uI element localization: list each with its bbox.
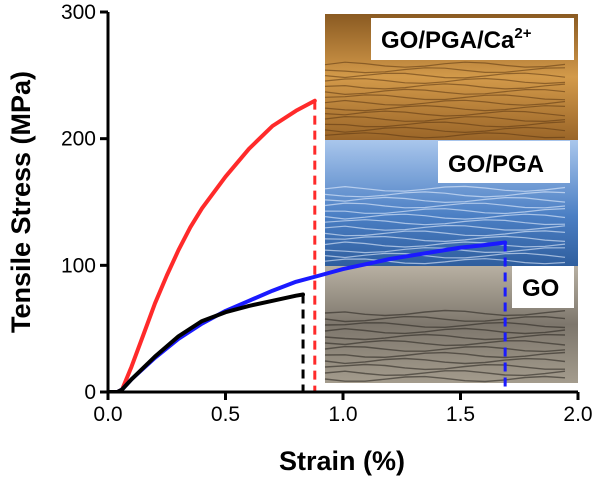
y-tick-label: 200 — [61, 128, 96, 151]
stripes-pga-layer — [324, 191, 566, 198]
stripes-pga-layer — [324, 219, 566, 226]
stripes-pga-layer — [324, 202, 566, 209]
inset-go-label: GO — [522, 275, 559, 302]
stripes-pga-layer — [324, 224, 566, 231]
stripes-ca-layer — [324, 99, 566, 106]
stripes-go-layer — [324, 363, 565, 371]
stripes-go-layer — [324, 370, 566, 377]
y-ticks: 0 100 200 300 — [61, 1, 108, 404]
stripes-pga-layer — [324, 241, 566, 248]
stripes-pga-layer — [324, 235, 566, 243]
inset-go-pga-ca-label-sup: 2+ — [514, 25, 531, 42]
stripes-ca-layer — [324, 115, 566, 123]
stripes-pga-layer — [324, 185, 566, 192]
stripes-pga-layer — [324, 213, 566, 220]
stripes-pga-layer — [324, 208, 566, 215]
stripes-go-layer — [324, 321, 566, 329]
stripes-go-layer — [324, 333, 566, 341]
inset-go-pga-ca-label-box — [371, 18, 574, 60]
stripes-go-layer — [324, 345, 566, 353]
stripes-pga-layer — [324, 258, 566, 265]
inset-go-pga-ca: GO/PGA/Ca2+ — [324, 14, 578, 140]
stripes-ca-layer — [324, 132, 566, 139]
series-line-go-pga-ca2 — [108, 98, 317, 392]
series-layer — [108, 98, 508, 392]
inset-go-pga: GO/PGA — [324, 140, 578, 266]
inset-images: GO/PGA/Ca2+ GO/PGA GO — [324, 14, 578, 383]
stripes-ca-layer — [324, 121, 566, 128]
y-tick-label: 0 — [84, 381, 96, 404]
x-ticks: 0.0 0.5 1.0 1.5 2.0 — [93, 392, 593, 426]
stripes-pga-layer — [324, 196, 566, 204]
stripes-go-layer — [324, 357, 566, 365]
fracture-lines — [301, 100, 507, 392]
x-tick-label: 1.5 — [446, 403, 475, 426]
x-tick-label: 0.5 — [211, 403, 240, 426]
y-axis-title: Tensile Stress (MPa) — [6, 71, 36, 333]
stripes-ca-layer — [324, 67, 566, 74]
series-line-go — [108, 292, 305, 392]
inset-go-label-box — [512, 266, 574, 308]
stripes-ca-layer — [324, 61, 566, 68]
stripes-ca-layer — [324, 88, 566, 96]
stripes-ca-layer — [324, 104, 566, 112]
y-tick-label: 300 — [61, 1, 96, 24]
y-tick-label: 100 — [61, 254, 96, 277]
stripes-ca-layer — [324, 77, 566, 85]
stripes-go-layer — [324, 315, 566, 323]
stripes-go-layer — [324, 327, 566, 335]
x-tick-label: 1.0 — [328, 403, 357, 426]
inset-go-pga-ca-label-main: GO/PGA/Ca — [381, 27, 515, 54]
stripes-go-layer — [324, 375, 566, 383]
stripes-ca-layer — [324, 94, 566, 101]
x-axis-title: Strain (%) — [279, 446, 405, 476]
x-tick-label: 0.0 — [93, 403, 122, 426]
stripes-go-layer — [324, 339, 566, 347]
stripes-go-layer — [324, 351, 566, 359]
stripes-go-layer — [324, 309, 566, 317]
stripes-pga-layer — [324, 230, 566, 237]
stripes-ca-layer — [324, 126, 566, 134]
inset-go: GO — [324, 266, 578, 383]
stripes-pga-layer — [324, 252, 566, 259]
inset-go-pga-ca-label: GO/PGA/Ca2+ — [381, 25, 532, 54]
stripes-ca-layer — [324, 72, 566, 79]
inset-go-pga-label-box — [438, 141, 570, 183]
inset-go-pga-label: GO/PGA — [448, 151, 544, 178]
x-tick-label: 2.0 — [563, 403, 592, 426]
stripes-ca-layer — [324, 83, 566, 90]
stripes-ca-layer — [324, 110, 566, 117]
